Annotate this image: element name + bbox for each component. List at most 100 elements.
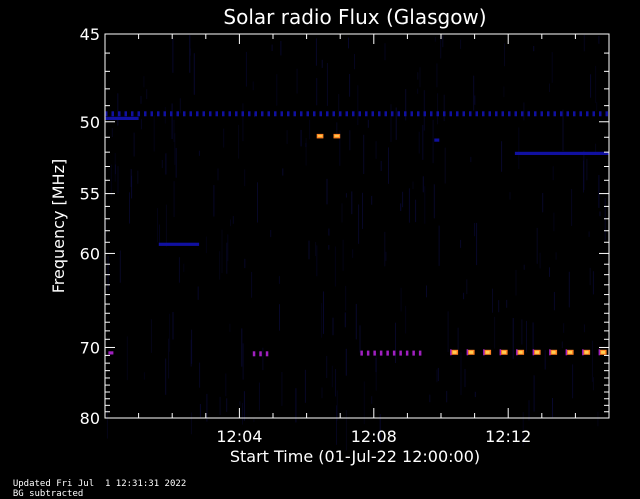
y-tick: 60 — [80, 244, 609, 263]
noise-streak — [352, 249, 354, 258]
noise-streak — [422, 125, 424, 160]
noise-streak — [130, 169, 132, 187]
feature-edge — [565, 349, 568, 356]
noise-streak — [591, 340, 593, 382]
noise-streak — [415, 199, 417, 223]
feature-segment — [306, 111, 309, 117]
noise-streak — [131, 175, 133, 199]
feature-band-70.5-early — [360, 350, 422, 356]
noise-streak — [305, 138, 307, 166]
y-tick-label: 45 — [80, 25, 100, 44]
noise-streak — [213, 185, 215, 217]
noise-streak — [168, 338, 170, 379]
noise-streak — [463, 292, 465, 300]
noise-streak — [278, 276, 280, 284]
feature-segment — [418, 350, 422, 356]
noise-streak — [323, 291, 324, 334]
noise-streak — [599, 211, 601, 217]
feature-segment — [592, 111, 595, 117]
noise-streak — [442, 35, 444, 48]
noise-streak — [470, 156, 472, 163]
noise-streak — [437, 367, 439, 382]
feature-edge — [499, 349, 502, 356]
feature-core — [601, 350, 606, 354]
noise-streak — [405, 89, 407, 121]
feature-segment — [293, 111, 296, 117]
feature-segment — [365, 111, 368, 117]
noise-streak — [198, 150, 200, 156]
noise-streak — [262, 347, 264, 371]
noise-streak — [592, 377, 594, 391]
noise-streak — [553, 212, 555, 232]
feature-spot-51-b — [333, 133, 341, 139]
noise-streak — [592, 271, 594, 295]
feature-spot-70-mid — [252, 351, 269, 357]
noise-streak — [226, 242, 228, 274]
feature-segment — [456, 111, 459, 117]
noise-streak — [359, 325, 361, 353]
noise-streak — [518, 127, 520, 170]
feature-segment — [170, 111, 173, 117]
noise-streak — [395, 107, 397, 140]
noise-streak — [589, 267, 591, 286]
feature-segment — [105, 111, 108, 117]
noise-streak — [424, 186, 426, 224]
noise-streak — [173, 120, 175, 142]
feature-segment — [252, 351, 256, 357]
noise-streak — [444, 147, 446, 184]
feature-segment — [267, 111, 270, 117]
noise-streak — [596, 102, 598, 112]
noise-streak — [242, 402, 243, 425]
noise-streak — [583, 160, 584, 193]
noise-streak — [308, 240, 310, 260]
feature-segment — [228, 111, 231, 117]
feature-segment — [404, 111, 407, 117]
y-tick-label: 70 — [80, 338, 100, 357]
noise-streak — [395, 322, 396, 363]
noise-streak — [199, 404, 201, 418]
noise-streak — [229, 323, 231, 332]
noise-streak — [438, 225, 440, 266]
noise-streak — [133, 132, 135, 157]
noise-streak — [532, 322, 534, 350]
noise-streak — [270, 230, 272, 238]
y-tick-label: 50 — [80, 113, 100, 132]
noise-streak — [474, 223, 476, 237]
noise-streak — [555, 252, 557, 260]
noise-streak — [279, 304, 280, 331]
feature-segment — [417, 111, 420, 117]
noise-streak — [241, 328, 243, 367]
noise-streak — [494, 316, 496, 349]
noise-streak — [258, 382, 260, 411]
noise-streak — [296, 68, 298, 94]
noise-streak — [178, 257, 180, 283]
feature-segment — [111, 111, 114, 117]
noise-streak — [419, 67, 421, 88]
noise-streak — [375, 141, 377, 159]
feature-segment — [508, 111, 511, 117]
noise-streak — [326, 356, 328, 378]
feature-segment — [280, 111, 283, 117]
feature-edge — [466, 349, 469, 356]
y-tick-label: 60 — [80, 244, 100, 263]
noise-streak — [598, 36, 600, 44]
noise-streak — [552, 166, 554, 181]
noise-streak — [107, 255, 109, 291]
noise-streak — [339, 130, 341, 166]
x-tick: 12:08 — [351, 34, 397, 446]
x-tick-label: 12:12 — [485, 427, 531, 446]
feature-segment — [488, 111, 491, 117]
noise-streak — [512, 318, 514, 359]
updated-timestamp: Updated Fri Jul 1 12:31:31 2022 — [12, 479, 187, 489]
noise-streak — [446, 390, 448, 403]
noise-streak — [304, 369, 306, 403]
noise-streak — [523, 102, 525, 121]
noise-streak — [225, 373, 227, 397]
feature-segment — [345, 111, 348, 117]
noise-streak — [183, 263, 185, 272]
noise-streak — [157, 208, 158, 243]
feature-segment — [586, 111, 589, 117]
noise-streak — [165, 358, 167, 395]
noise-streak — [354, 54, 355, 70]
feature-segment — [397, 111, 400, 117]
